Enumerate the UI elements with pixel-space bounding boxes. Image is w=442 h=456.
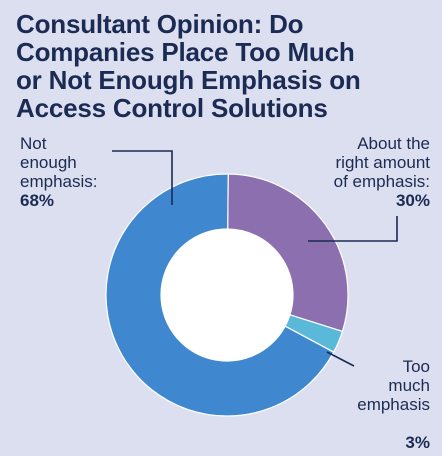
leader-line-not-enough [112,150,173,205]
leader-line-right-amount [308,216,398,242]
label-text: much [388,376,430,395]
label-text: right amount [335,153,431,172]
label-percent: 3% [405,433,430,452]
title-line: or Not Enough Emphasis on [16,65,361,95]
label-text: of emphasis: [333,172,430,191]
label-text: About the [357,134,430,153]
label-percent: 68% [20,191,55,210]
label-too-much: Too much emphasis 3% [357,357,430,452]
title-line: Consultant Opinion: Do [16,9,304,39]
title-line: Companies Place Too Much [16,37,355,67]
donut-slices [105,173,349,417]
title-line: Access Control Solutions [16,93,328,123]
label-percent: 30% [395,191,430,210]
label-text: emphasis: [20,172,98,191]
donut-hole [161,229,293,361]
chart-title: Consultant Opinion: Do Companies Place T… [16,10,436,122]
leader-line-too-much [326,351,355,367]
label-not-enough: Not enough emphasis: 68% [20,134,97,210]
label-text: emphasis [357,395,430,414]
label-right-amount: About the right amount of emphasis: 30% [334,134,430,210]
label-text: enough [20,153,77,172]
leader-lines [112,150,398,367]
label-text: Too [402,357,430,376]
label-text: Not [20,134,47,153]
